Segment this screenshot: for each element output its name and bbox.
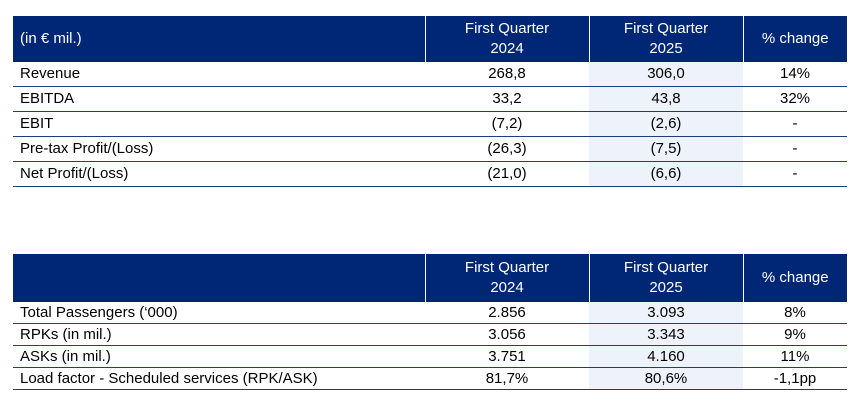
row-label: EBITDA [13, 86, 425, 112]
value-q1-2024: 2.856 [425, 302, 589, 324]
header-q1-2025-line2: 2025 [649, 40, 683, 57]
row-label: RPKs (in mil.) [13, 323, 425, 346]
value-percent-change: 8% [743, 302, 847, 324]
value-q1-2025: 4.160 [589, 345, 743, 368]
row-label: Total Passengers (‘000) [13, 302, 425, 324]
header-q1-2025-line1: First Quarter [623, 259, 709, 276]
value-percent-change: 11% [743, 345, 847, 368]
value-q1-2025: 43,8 [589, 86, 743, 112]
value-percent-change: 32% [743, 86, 847, 112]
table-row: EBITDA 33,2 43,8 32% [13, 86, 847, 112]
table-row: Net Profit/(Loss) (21,0) (6,6) - [13, 161, 847, 187]
table-row: RPKs (in mil.) 3.056 3.343 9% [13, 323, 847, 346]
table-row: Pre-tax Profit/(Loss) (26,3) (7,5) - [13, 136, 847, 162]
row-label: Net Profit/(Loss) [13, 161, 425, 187]
operating-data-table: First Quarter 2024 First Quarter 2025 % … [13, 254, 847, 390]
header-q1-2024: First Quarter 2024 [424, 254, 589, 302]
header-unit-label: (in € mil.) [13, 16, 425, 62]
value-q1-2024: 3.751 [425, 345, 589, 368]
header-q1-2025: First Quarter 2025 [588, 254, 743, 302]
header-q1-2025-line2: 2025 [649, 279, 683, 296]
value-q1-2024: (21,0) [425, 161, 589, 187]
row-label: ASKs (in mil.) [13, 345, 425, 368]
value-q1-2024: (7,2) [425, 111, 589, 137]
value-q1-2024: 3.056 [425, 323, 589, 346]
value-q1-2025: (7,5) [589, 136, 743, 162]
row-label: Revenue [13, 62, 425, 87]
value-percent-change: - [743, 111, 847, 137]
header-q1-2024-line1: First Quarter [464, 20, 550, 37]
header-q1-2024-line1: First Quarter [464, 259, 550, 276]
row-label: Load factor - Scheduled services (RPK/AS… [13, 367, 425, 390]
value-percent-change: 14% [743, 62, 847, 87]
row-label: EBIT [13, 111, 425, 137]
value-q1-2025: 3.343 [589, 323, 743, 346]
header-q1-2024-line2: 2024 [490, 279, 524, 296]
value-q1-2025: 306,0 [589, 62, 743, 87]
header-q1-2024-line2: 2024 [490, 40, 524, 57]
table-row: Revenue 268,8 306,0 14% [13, 62, 847, 87]
header-q1-2024: First Quarter 2024 [424, 16, 589, 62]
value-percent-change: - [743, 136, 847, 162]
header-percent-change: % change [742, 254, 847, 302]
value-q1-2025: 3.093 [589, 302, 743, 324]
header-q1-2025: First Quarter 2025 [588, 16, 743, 62]
financial-results-table: (in € mil.) First Quarter 2024 First Qua… [13, 16, 847, 187]
value-q1-2024: 81,7% [425, 367, 589, 390]
value-q1-2025: (6,6) [589, 161, 743, 187]
table-row: ASKs (in mil.) 3.751 4.160 11% [13, 345, 847, 368]
financial-results-header: (in € mil.) First Quarter 2024 First Qua… [13, 16, 847, 62]
table-row: Total Passengers (‘000) 2.856 3.093 8% [13, 302, 847, 324]
header-percent-change: % change [742, 16, 847, 62]
value-q1-2025: 80,6% [589, 367, 743, 390]
value-q1-2024: (26,3) [425, 136, 589, 162]
table-row: EBIT (7,2) (2,6) - [13, 111, 847, 137]
value-percent-change: - [743, 161, 847, 187]
value-q1-2024: 268,8 [425, 62, 589, 87]
value-percent-change: -1,1pp [743, 367, 847, 390]
value-q1-2025: (2,6) [589, 111, 743, 137]
value-percent-change: 9% [743, 323, 847, 346]
operating-data-header: First Quarter 2024 First Quarter 2025 % … [13, 254, 847, 302]
header-empty-label [13, 254, 425, 302]
header-q1-2025-line1: First Quarter [623, 20, 709, 37]
table-row: Load factor - Scheduled services (RPK/AS… [13, 367, 847, 390]
value-q1-2024: 33,2 [425, 86, 589, 112]
row-label: Pre-tax Profit/(Loss) [13, 136, 425, 162]
